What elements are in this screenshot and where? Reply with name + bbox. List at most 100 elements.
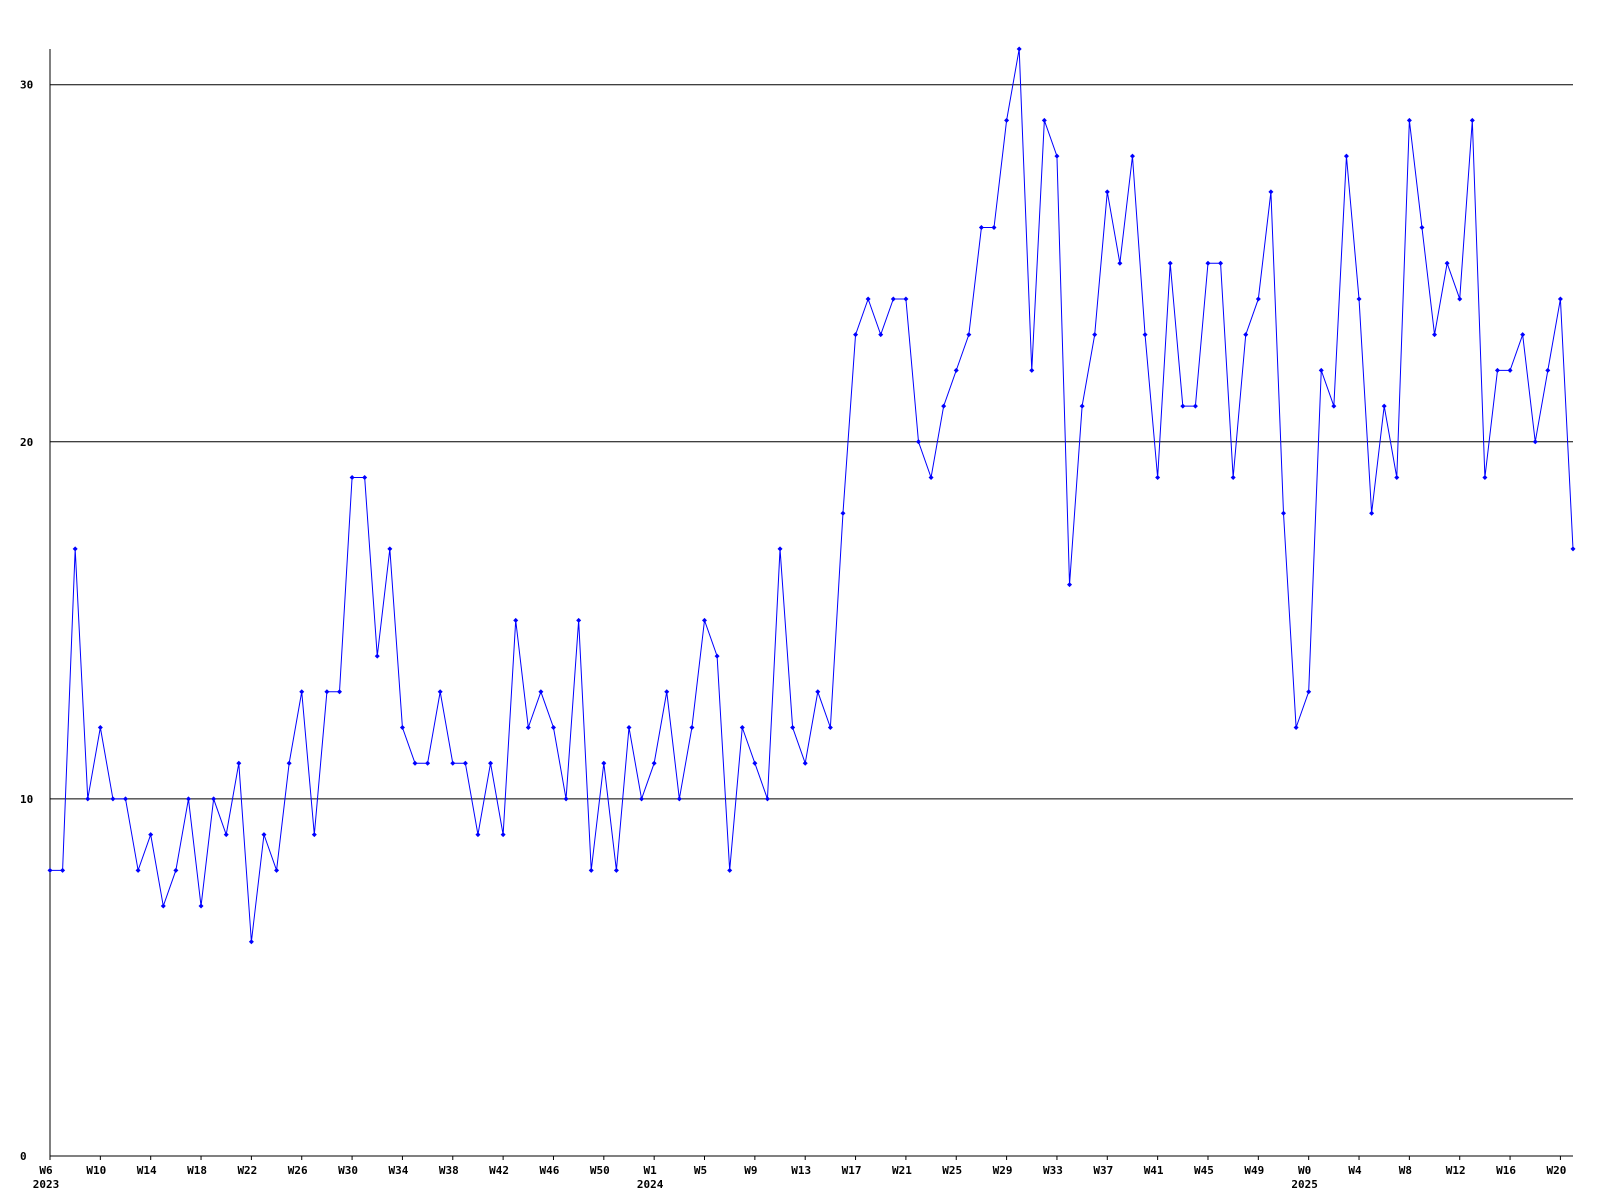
point [336, 689, 342, 695]
point [878, 332, 884, 338]
point [1230, 475, 1236, 481]
point [1369, 510, 1375, 516]
x-tick-label: W33 [1043, 1164, 1063, 1177]
x-tick-label: W38 [439, 1164, 459, 1177]
point [764, 796, 770, 802]
point [1041, 117, 1047, 123]
point [1444, 260, 1450, 266]
point [450, 760, 456, 766]
point [1381, 403, 1387, 409]
point [160, 903, 166, 909]
point [915, 439, 921, 445]
point [462, 760, 468, 766]
point [601, 760, 607, 766]
x-tick-label: W41 [1144, 1164, 1164, 1177]
point [387, 546, 393, 552]
point [135, 867, 141, 873]
point [1155, 475, 1161, 481]
point [500, 832, 506, 838]
point [1557, 296, 1563, 302]
y-tick-label: 30 [20, 79, 33, 92]
point [85, 796, 91, 802]
point [1293, 724, 1299, 730]
point [1457, 296, 1463, 302]
x-tick-label: W42 [489, 1164, 509, 1177]
point [790, 724, 796, 730]
point [1104, 189, 1110, 195]
point [1331, 403, 1337, 409]
x-tick-label: W1 [644, 1164, 658, 1177]
point [752, 760, 758, 766]
point [1406, 117, 1412, 123]
point [274, 867, 280, 873]
point [1281, 510, 1287, 516]
point [840, 510, 846, 516]
point [727, 867, 733, 873]
point [1255, 296, 1261, 302]
x-tick-label: W9 [744, 1164, 757, 1177]
point [890, 296, 896, 302]
point [198, 903, 204, 909]
point [1142, 332, 1148, 338]
point [60, 867, 66, 873]
point [1532, 439, 1538, 445]
x-tick-label: W14 [137, 1164, 157, 1177]
point [1192, 403, 1198, 409]
point [1029, 367, 1035, 373]
point [576, 617, 582, 623]
point [676, 796, 682, 802]
year-label: 2025 [1291, 1178, 1318, 1191]
point [399, 724, 405, 730]
point [1117, 260, 1123, 266]
x-tick-label: W10 [86, 1164, 106, 1177]
year-label: 2023 [33, 1178, 60, 1191]
x-tick-label: W5 [694, 1164, 707, 1177]
point [1079, 403, 1085, 409]
year-label: 2024 [637, 1178, 664, 1191]
x-tick-label: W21 [892, 1164, 912, 1177]
x-tick-label: W18 [187, 1164, 207, 1177]
point [185, 796, 191, 802]
point [689, 724, 695, 730]
point [488, 760, 494, 766]
point [928, 475, 934, 481]
x-tick-label: W16 [1496, 1164, 1516, 1177]
point [1004, 117, 1010, 123]
point [991, 225, 997, 231]
point [639, 796, 645, 802]
point [1356, 296, 1362, 302]
point [1218, 260, 1224, 266]
point [311, 832, 317, 838]
point [702, 617, 708, 623]
point [97, 724, 103, 730]
point [1507, 367, 1513, 373]
point [525, 724, 531, 730]
point [1343, 153, 1349, 159]
point [1394, 475, 1400, 481]
y-tick-label: 0 [20, 1150, 27, 1163]
point [1268, 189, 1274, 195]
point [211, 796, 217, 802]
point [1067, 582, 1073, 588]
x-tick-label: W50 [590, 1164, 610, 1177]
point [148, 832, 154, 838]
point [1129, 153, 1135, 159]
point [299, 689, 305, 695]
x-tick-label: W34 [388, 1164, 408, 1177]
x-tick-label: W17 [842, 1164, 862, 1177]
point [1482, 475, 1488, 481]
point [1180, 403, 1186, 409]
x-tick-label: W25 [942, 1164, 962, 1177]
point [374, 653, 380, 659]
point [538, 689, 544, 695]
point [236, 760, 242, 766]
point [412, 760, 418, 766]
x-tick-label: W29 [993, 1164, 1013, 1177]
point [324, 689, 330, 695]
point [513, 617, 519, 623]
point [349, 475, 355, 481]
line [50, 48, 1574, 942]
point [1318, 367, 1324, 373]
point [903, 296, 909, 302]
point [1306, 689, 1312, 695]
